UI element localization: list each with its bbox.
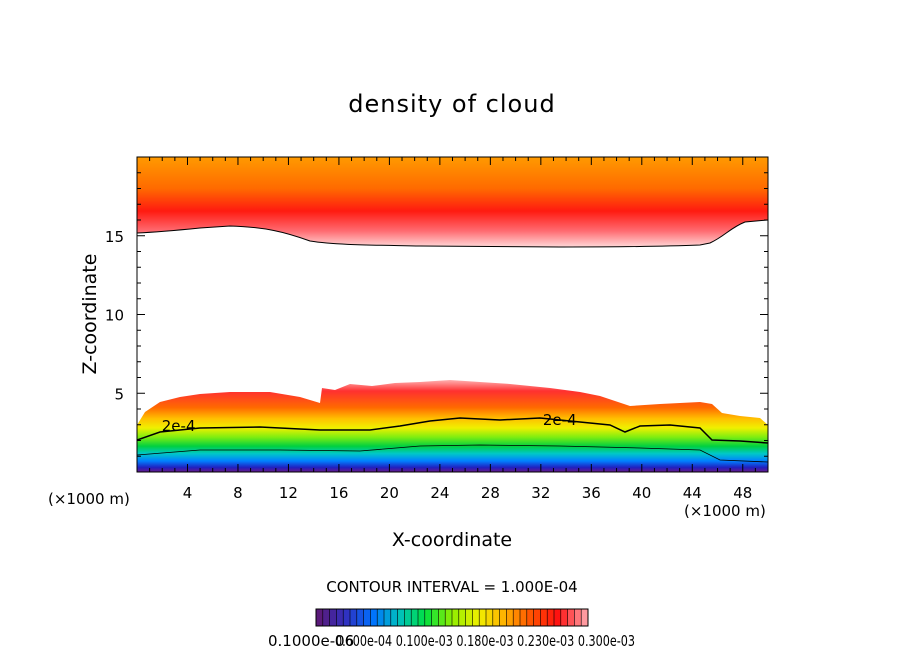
colorbar-frame xyxy=(315,608,589,627)
x-axis-ticks: 4 8 12 16 20 24 28 32 36 40 44 48 xyxy=(149,157,756,502)
x-tick-label: 12 xyxy=(279,484,298,502)
x-unit-label-left: (×1000 m) xyxy=(48,490,130,508)
colorbar-swatch xyxy=(343,609,351,626)
x-tick-label: 24 xyxy=(430,484,449,502)
colorbar-swatch xyxy=(472,609,480,626)
colorbar-swatch xyxy=(492,609,501,626)
colorbar-swatch xyxy=(526,609,535,626)
colorbar-swatch xyxy=(404,609,412,626)
y-tick-label: 15 xyxy=(105,228,124,246)
colorbar-first-label: 0.1000e-06 xyxy=(268,632,354,650)
colorbar-swatch xyxy=(452,609,460,626)
x-tick-label: 36 xyxy=(582,484,601,502)
colorbar-swatch xyxy=(506,609,514,626)
colorbar-swatch xyxy=(370,609,378,626)
colorbar-swatch xyxy=(438,609,446,626)
colorbar-swatch xyxy=(445,609,453,626)
colorbar-swatch xyxy=(560,609,569,626)
x-axis-title: X-coordinate xyxy=(392,529,512,551)
colorbar-swatch xyxy=(384,609,392,626)
y-axis-title: Z-coordinate xyxy=(79,254,101,375)
colorbar-swatch xyxy=(336,609,344,626)
x-tick-label: 28 xyxy=(481,484,500,502)
x-tick-label: 4 xyxy=(183,484,193,502)
colorbar-swatch xyxy=(547,609,555,626)
colorbar-swatch xyxy=(431,609,439,626)
chart-title: density of cloud xyxy=(348,90,555,118)
contour-interval: CONTOUR INTERVAL = 1.000E-04 xyxy=(326,578,577,596)
colorbar-swatch xyxy=(411,609,419,626)
colorbar-swatch xyxy=(363,609,371,626)
contour-labels: 2e-4 2e-4 xyxy=(162,411,577,435)
colorbar-swatch xyxy=(424,609,433,626)
colorbar xyxy=(315,608,589,627)
colorbar-swatch xyxy=(540,609,548,626)
colorbar-swatch xyxy=(377,609,385,626)
lower-cloud-region xyxy=(137,380,768,472)
y-axis-ticks: 5 10 15 xyxy=(105,172,768,457)
colorbar-overlapping-labels: 0.600e-04 0.100e-03 0.180e-03 0.230e-03 … xyxy=(335,632,635,650)
colorbar-swatch xyxy=(465,609,473,626)
contour-line-lower xyxy=(137,444,768,463)
colorbar-swatch xyxy=(479,609,487,626)
x-tick-label: 44 xyxy=(683,484,702,502)
colorbar-swatch xyxy=(533,609,541,626)
colorbar-swatch xyxy=(486,609,494,626)
colorbar-swatch xyxy=(356,609,365,626)
colorbar-swatch xyxy=(316,609,324,626)
x-tick-label: 32 xyxy=(531,484,550,502)
x-tick-label: 8 xyxy=(233,484,243,502)
colorbar-swatch xyxy=(574,609,582,626)
y-tick-label: 10 xyxy=(105,307,124,325)
colorbar-swatch xyxy=(499,609,507,626)
colorbar-swatch xyxy=(513,609,521,626)
colorbar-swatch xyxy=(390,609,399,626)
contour-label: 2e-4 xyxy=(543,411,577,429)
x-tick-label: 16 xyxy=(329,484,348,502)
colorbar-swatch xyxy=(322,609,331,626)
x-unit-label-right: (×1000 m) xyxy=(684,502,766,520)
colorbar-swatch xyxy=(397,609,405,626)
x-tick-label: 48 xyxy=(733,484,752,502)
upper-cloud-edge xyxy=(137,219,768,248)
upper-cloud-region xyxy=(137,157,768,247)
x-tick-label: 40 xyxy=(632,484,651,502)
contour-line-2e-4 xyxy=(137,417,768,444)
colorbar-swatch xyxy=(418,609,426,626)
contour-label: 2e-4 xyxy=(162,417,196,435)
colorbar-swatch xyxy=(520,609,528,626)
colorbar-swatch xyxy=(567,609,575,626)
y-tick-label: 5 xyxy=(114,385,124,403)
x-tick-label: 20 xyxy=(380,484,399,502)
colorbar-swatch xyxy=(329,609,337,626)
colorbar-swatch xyxy=(458,609,467,626)
colorbar-swatch xyxy=(554,609,562,626)
colorbar-swatch xyxy=(581,609,589,626)
colorbar-swatch xyxy=(350,609,358,626)
